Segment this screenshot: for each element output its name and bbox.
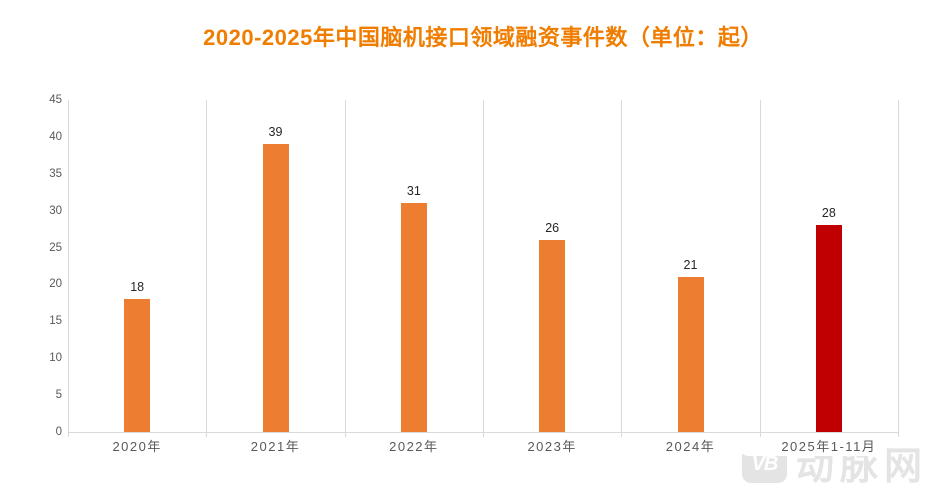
vcbeat-logo-vb-text: VB — [751, 453, 779, 475]
y-tick-label: 20 — [49, 278, 62, 291]
y-tick-label: 35 — [49, 167, 62, 180]
category-gridline — [621, 100, 623, 437]
y-tick-label: 30 — [49, 204, 62, 217]
x-category-label: 2022年 — [389, 439, 439, 454]
category-gridline — [206, 100, 208, 437]
category-gridline — [344, 100, 346, 437]
category-gridline — [898, 100, 899, 437]
x-category-label: 2025年1-11月 — [781, 439, 877, 454]
y-tick-label: 40 — [49, 130, 62, 143]
x-axis-line — [68, 432, 899, 433]
y-tick-label: 5 — [55, 389, 62, 402]
bar — [677, 277, 704, 432]
bar — [815, 225, 842, 432]
y-tick-label: 15 — [49, 315, 62, 328]
bar — [124, 299, 151, 432]
bar-value-label: 31 — [406, 184, 421, 199]
category-gridline — [483, 100, 484, 437]
bar — [262, 144, 289, 432]
y-tick-label: 0 — [55, 426, 62, 438]
bar-value-label: 21 — [683, 258, 698, 273]
bar — [539, 240, 566, 432]
x-category-label: 2020年 — [112, 439, 162, 454]
x-category-label: 2024年 — [665, 439, 716, 454]
y-tick-label: 25 — [49, 241, 62, 254]
bar-value-label: 28 — [821, 206, 836, 221]
bar-value-label: 18 — [130, 280, 145, 295]
bar-value-label: 26 — [545, 221, 560, 236]
chart-title: 2020-2025年中国脑机接口领域融资事件数（单位：起） — [203, 25, 763, 50]
y-tick-label: 10 — [49, 352, 62, 365]
y-axis-line — [68, 100, 69, 437]
bar — [400, 203, 427, 432]
y-tick-label: 45 — [49, 94, 62, 106]
label-backdrop — [738, 434, 884, 456]
bar-value-label: 39 — [268, 125, 283, 140]
category-gridline — [759, 100, 761, 437]
x-category-label: 2023年 — [527, 439, 577, 454]
x-category-label: 2021年 — [250, 439, 301, 454]
